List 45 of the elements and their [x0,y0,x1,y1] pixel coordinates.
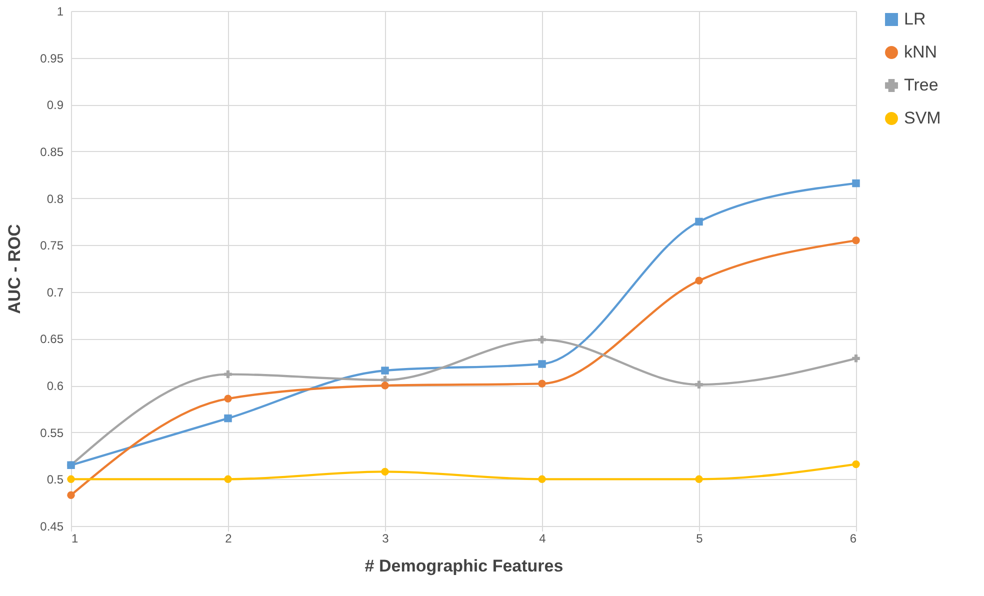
point [695,276,703,285]
point [538,475,546,484]
y-axis-title: AUC - ROC [5,224,24,314]
x-tick-label: 6 [850,532,857,546]
point [538,336,546,344]
legend-label: SVM [904,108,941,128]
y-tick-label: 0.8 [46,192,64,206]
point [224,475,232,484]
y-tick-label: 0.7 [46,285,64,300]
x-tick-label: 5 [696,532,704,546]
point [695,475,703,484]
x-tick-label: 3 [382,532,390,546]
x-tick-label: 1 [72,532,78,546]
y-tick-label: 0.6 [46,379,64,394]
y-tick-label: 0.95 [40,51,64,66]
point [695,218,703,226]
point [381,366,389,374]
y-tick-label: 0.45 [40,520,64,534]
legend-label: Tree [904,76,938,94]
point [381,468,389,476]
point [695,380,703,388]
y-tick-label: 0.9 [46,98,64,112]
y-tick-label: 0.85 [40,144,64,159]
point [67,475,75,484]
point [538,380,546,388]
point [852,460,860,468]
x-axis-title: # Demographic Features [364,556,564,576]
point [381,382,389,390]
y-tick-label: 0.65 [40,332,64,346]
point [224,394,232,403]
y-tick-label: 0.55 [40,426,64,440]
x-tick-label: 4 [539,532,546,546]
y-tick-label: 0.5 [46,472,64,487]
point [852,236,860,244]
point [224,370,232,378]
point [538,360,546,368]
point [67,491,75,499]
y-tick-label: 1 [56,4,64,18]
point [852,179,860,188]
y-tick-label: 0.75 [40,238,64,253]
point [852,354,860,362]
point [224,414,232,422]
legend-label: kNN [904,42,938,62]
legend-label: LR [904,10,926,28]
x-tick-label: 2 [225,532,232,546]
